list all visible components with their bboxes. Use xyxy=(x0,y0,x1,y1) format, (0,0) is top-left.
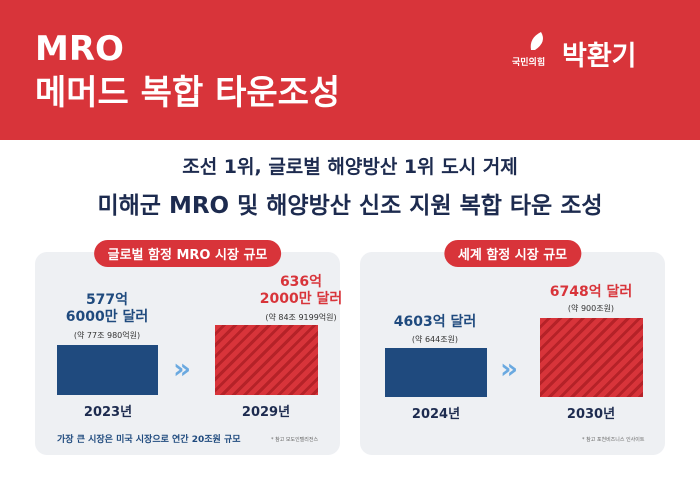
name: 박환기 xyxy=(562,41,637,72)
krw: (약 900조원) xyxy=(567,304,615,313)
source: * 참고 포천비즈니스 인사이트 xyxy=(582,437,645,443)
subtitle: 조선 1위, 글로벌 해양방산 1위 도시 거제 xyxy=(182,156,518,178)
bar xyxy=(215,325,318,395)
note: 가장 큰 시장은 미국 시장으로 연간 20조원 규모 xyxy=(57,435,241,445)
krw: (약 84조 9199억원) xyxy=(265,313,337,322)
party-logo xyxy=(530,32,543,50)
party: 국민의힘 xyxy=(512,58,546,68)
amount-line: 6000만 달러 xyxy=(65,309,149,325)
krw: (약 644조원) xyxy=(411,335,459,344)
year: 2024년 xyxy=(411,407,461,422)
panel-title: 세계 함정 시장 규모 xyxy=(443,240,582,267)
title: 메머드 복합 타운조성 xyxy=(35,73,341,113)
panel: 글로벌 함정 MRO 시장 규모 577억 6000만 달러 (약 77조 980… xyxy=(35,240,342,455)
arrow: » xyxy=(173,352,192,385)
year: 2029년 xyxy=(241,405,291,420)
amount-line: 636억 xyxy=(279,274,323,290)
subtitle: 미해군 MRO 및 해양방산 신조 지원 복합 타운 조성 xyxy=(97,193,603,219)
bar xyxy=(540,318,643,397)
krw: (약 77조 980억원) xyxy=(73,331,141,340)
bar xyxy=(57,345,158,395)
source: * 참고 모도인텔리전스 xyxy=(271,437,319,443)
year: 2023년 xyxy=(83,405,133,420)
amount: 4603억 달러 xyxy=(370,314,500,331)
amount-line: 577억 xyxy=(85,292,129,308)
year: 2030년 xyxy=(566,407,616,422)
amount: 636억 2000만 달러 xyxy=(236,274,366,308)
bar xyxy=(385,348,487,397)
amount-line: 2000만 달러 xyxy=(259,291,343,307)
amount: 6748억 달러 xyxy=(526,284,656,301)
panel-title: 글로벌 함정 MRO 시장 규모 xyxy=(93,240,282,267)
amount: 577억 6000만 달러 xyxy=(42,292,172,326)
panel: 세계 함정 시장 규모 4603억 달러 (약 644조원) 2024년 » 6… xyxy=(360,240,665,455)
amount-line: 4603억 달러 xyxy=(393,314,477,330)
arrow: » xyxy=(500,352,519,385)
header xyxy=(0,0,700,140)
title: MRO xyxy=(35,29,124,69)
amount-line: 6748억 달러 xyxy=(549,284,633,300)
